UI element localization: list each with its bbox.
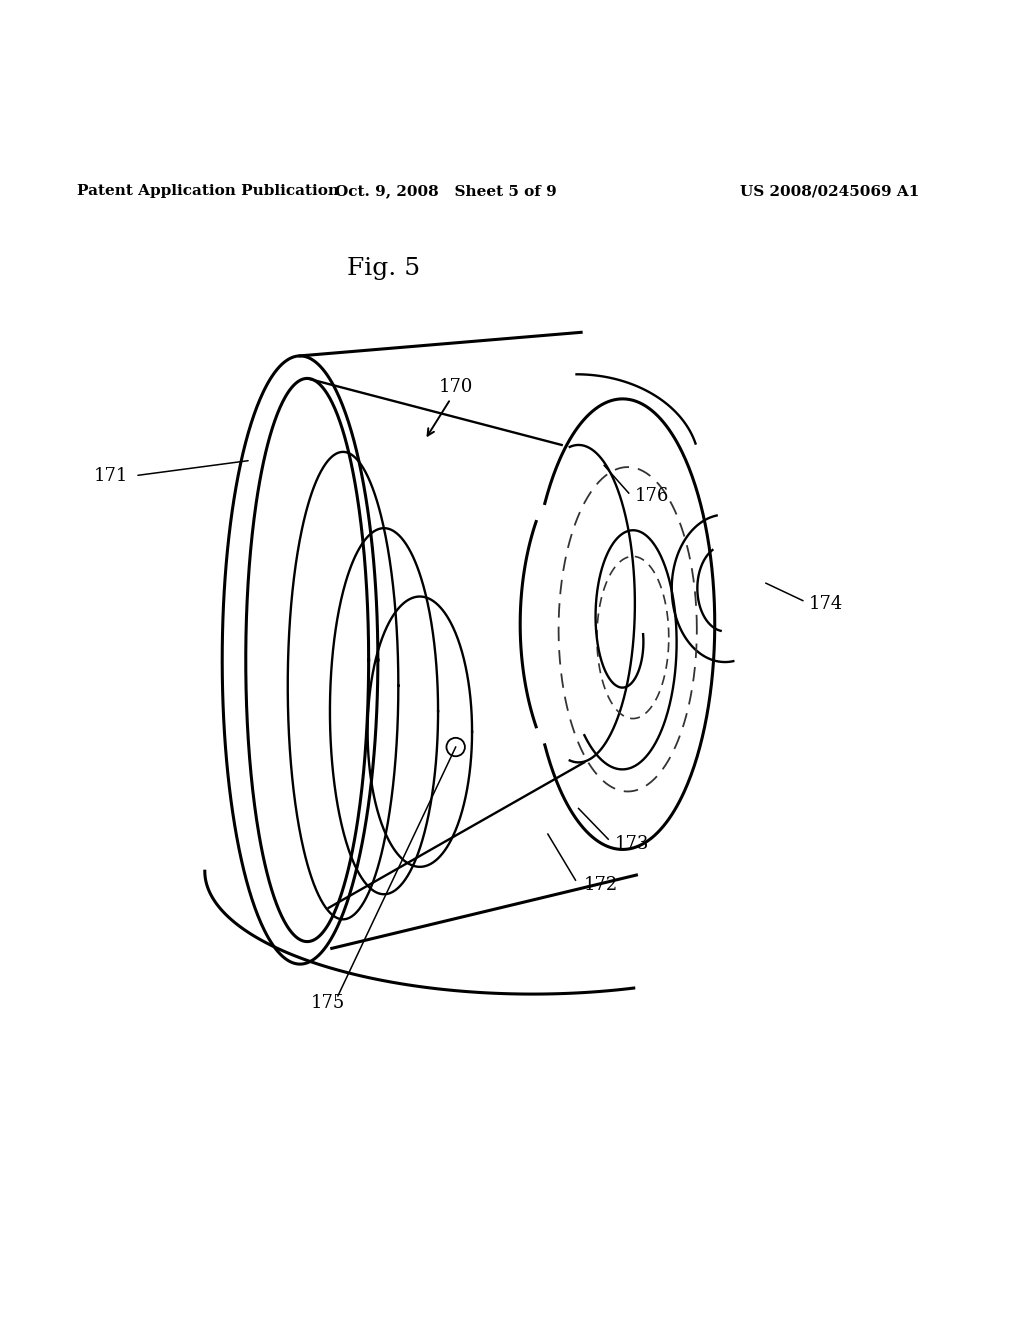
Text: 170: 170 [438,378,473,396]
Text: 176: 176 [635,487,670,506]
Text: Oct. 9, 2008   Sheet 5 of 9: Oct. 9, 2008 Sheet 5 of 9 [335,183,556,198]
Text: 172: 172 [584,876,617,894]
Text: 174: 174 [809,595,843,612]
Text: Fig. 5: Fig. 5 [347,257,421,280]
Text: 175: 175 [310,994,345,1012]
Text: 173: 173 [614,836,649,853]
Text: US 2008/0245069 A1: US 2008/0245069 A1 [739,183,920,198]
Text: 171: 171 [93,467,128,484]
Text: Patent Application Publication: Patent Application Publication [77,183,339,198]
